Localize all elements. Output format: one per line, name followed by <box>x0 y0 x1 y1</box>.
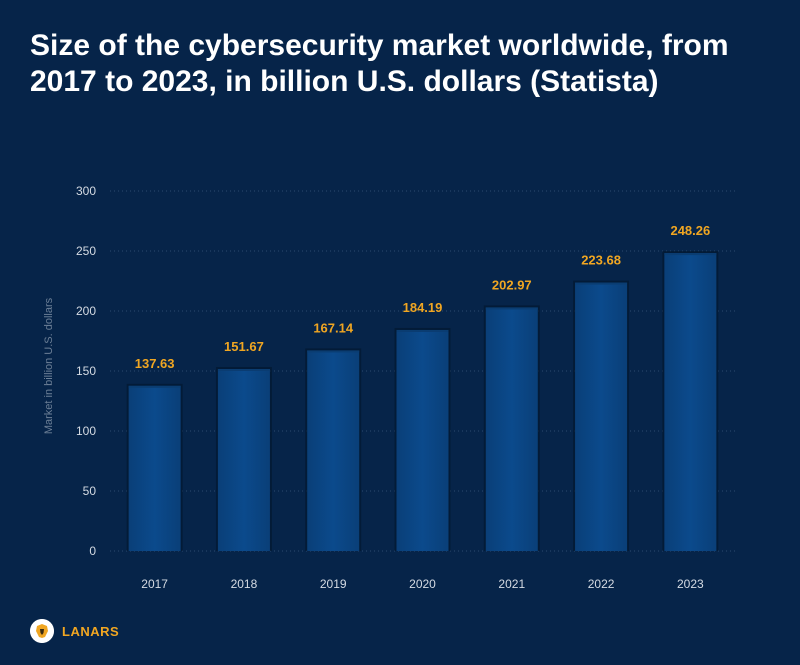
x-tick-label: 2023 <box>677 577 704 591</box>
bar-top-edge <box>307 350 360 353</box>
bar-2020 <box>396 329 449 551</box>
bar-top-edge <box>575 282 628 285</box>
data-label: 202.97 <box>492 277 532 292</box>
x-tick-label: 2020 <box>409 577 436 591</box>
bar-2019 <box>307 350 360 551</box>
x-axis-ticks: 2017 2018 2019 2020 2021 2022 2023 <box>141 577 704 591</box>
brand-name: LANARS <box>62 623 120 639</box>
data-label: 167.14 <box>313 320 354 335</box>
x-tick-label: 2022 <box>588 577 615 591</box>
bar-top-edge <box>128 385 181 388</box>
x-tick-label: 2018 <box>231 577 258 591</box>
chart-title: Size of the cybersecurity market worldwi… <box>30 29 729 98</box>
y-tick-label: 100 <box>76 424 96 438</box>
bar-top-edge <box>217 368 270 371</box>
bar-2017 <box>128 385 181 551</box>
x-tick-label: 2019 <box>320 577 347 591</box>
y-tick-label: 200 <box>76 304 96 318</box>
data-label: 248.26 <box>670 223 710 238</box>
bars <box>126 251 719 551</box>
data-label: 184.19 <box>403 300 443 315</box>
bar-top-edge <box>485 307 538 310</box>
y-tick-label: 0 <box>89 544 96 558</box>
bar-top-edge <box>664 253 717 256</box>
y-axis-ticks: 0 50 100 150 200 250 300 <box>76 184 96 558</box>
data-label: 151.67 <box>224 339 264 354</box>
bar-2023 <box>664 253 717 551</box>
y-tick-label: 50 <box>83 484 97 498</box>
y-tick-label: 300 <box>76 184 96 198</box>
bar-2018 <box>217 368 270 551</box>
x-tick-label: 2017 <box>141 577 168 591</box>
bar-2021 <box>485 307 538 551</box>
data-label: 137.63 <box>135 356 175 371</box>
y-tick-label: 150 <box>76 364 96 378</box>
y-axis-label: Market in billion U.S. dollars <box>43 297 55 434</box>
brand-logo: LANARS <box>30 619 119 643</box>
x-tick-label: 2021 <box>498 577 525 591</box>
lion-head-icon <box>30 619 54 643</box>
bar-2022 <box>575 282 628 551</box>
y-tick-label: 250 <box>76 244 96 258</box>
bar-top-edge <box>396 329 449 332</box>
data-labels: 137.63 151.67 167.14 184.19 202.97 223.68 248.… <box>135 223 710 371</box>
data-label: 223.68 <box>581 253 621 268</box>
